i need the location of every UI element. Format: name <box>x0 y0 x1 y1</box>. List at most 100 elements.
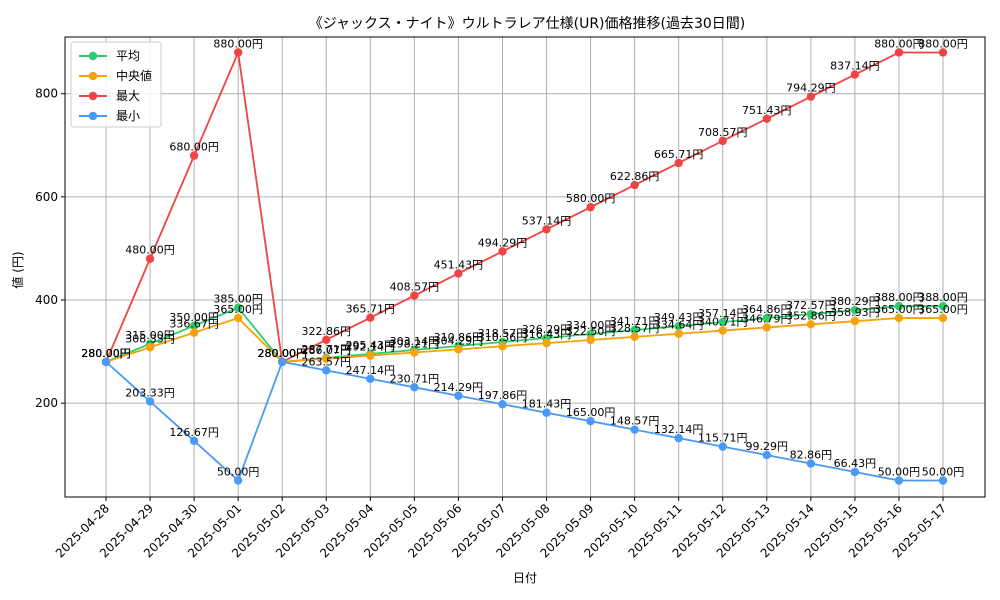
data-point <box>806 320 816 329</box>
data-point <box>674 329 683 338</box>
y-tick-label: 800 <box>35 87 58 101</box>
data-label: 837.14円 <box>830 60 880 73</box>
data-label: 148.57円 <box>610 415 660 428</box>
legend-swatch-marker <box>88 71 98 81</box>
data-label: 126.67円 <box>169 426 219 439</box>
series-group <box>101 48 948 485</box>
data-label: 680.00円 <box>169 141 219 154</box>
data-point <box>322 335 331 344</box>
data-point <box>850 467 860 477</box>
data-label: 280.00円 <box>81 347 131 360</box>
data-point <box>674 158 683 168</box>
y-tick-label: 200 <box>35 396 58 410</box>
data-label: 751.43円 <box>742 104 792 117</box>
data-point <box>233 476 243 485</box>
series-line <box>105 360 943 483</box>
legend-label: 最大 <box>116 89 140 103</box>
legend-box <box>70 41 162 128</box>
data-label: 451.43円 <box>434 258 484 271</box>
data-label: 350.00円 <box>169 311 219 324</box>
data-label: 352.86円 <box>786 309 836 322</box>
data-label: 295.43円 <box>346 339 396 352</box>
data-point <box>145 254 155 263</box>
data-label: 346.79円 <box>742 312 792 325</box>
data-label: 280.00円 <box>257 347 307 360</box>
data-point <box>630 425 639 434</box>
data-point <box>850 305 860 315</box>
data-label: 263.57円 <box>302 355 352 368</box>
data-point <box>322 354 331 363</box>
data-point <box>938 313 948 323</box>
chart-title: 《ジャックス・ナイト》ウルトラレア仕様(UR)価格推移(過去30日間) <box>309 16 746 32</box>
data-label: 336.67円 <box>169 318 219 331</box>
data-point <box>762 313 771 323</box>
data-point <box>233 303 243 312</box>
data-point <box>145 343 155 352</box>
data-point <box>366 351 375 360</box>
data-label: 349.43円 <box>654 311 704 324</box>
data-label: 132.14円 <box>654 423 704 436</box>
data-label: 880.00円 <box>874 37 924 50</box>
data-label: 197.86円 <box>478 389 528 402</box>
data-label: 358.93円 <box>830 306 880 319</box>
data-label: 372.57円 <box>786 299 836 312</box>
data-label: 494.29円 <box>478 236 528 249</box>
legend-label: 最小 <box>116 109 140 123</box>
data-point <box>189 328 199 337</box>
data-label: 203.33円 <box>125 386 175 399</box>
data-label: 322.86円 <box>302 325 352 338</box>
data-point <box>806 459 816 468</box>
data-label: 308.33円 <box>125 332 175 345</box>
data-point <box>454 391 463 400</box>
data-label: 364.86円 <box>742 303 792 316</box>
data-label: 286.07円 <box>302 344 352 357</box>
y-tick-label: 400 <box>35 293 58 307</box>
data-label: 280.00円 <box>257 347 307 360</box>
data-label: 181.43円 <box>522 398 572 411</box>
data-label: 298.21円 <box>390 337 440 350</box>
data-point <box>454 269 463 278</box>
data-label: 247.14円 <box>346 364 396 377</box>
legend-label: 中央値 <box>116 68 152 83</box>
data-label: 385.00円 <box>213 293 263 306</box>
y-axis-title: 値 (円) <box>10 251 25 288</box>
data-point <box>189 321 199 330</box>
data-point <box>454 345 463 354</box>
data-point <box>718 326 727 335</box>
data-point <box>410 348 419 357</box>
data-point <box>938 301 948 311</box>
data-point <box>366 374 375 384</box>
data-label: 365.00円 <box>918 303 968 316</box>
data-point <box>938 476 948 485</box>
data-label: 287.71円 <box>302 343 352 356</box>
gridlines <box>65 37 985 497</box>
data-label: 340.71円 <box>698 316 748 329</box>
data-label: 388.00円 <box>874 291 924 304</box>
data-point <box>762 323 771 332</box>
data-point <box>806 309 816 319</box>
series-line <box>105 317 943 363</box>
series-line <box>105 305 943 363</box>
data-label: 380.29円 <box>830 295 880 308</box>
data-label: 480.00円 <box>125 244 175 257</box>
data-point <box>806 92 816 101</box>
data-label: 280.00円 <box>81 347 131 360</box>
data-point <box>233 48 243 57</box>
data-label: 292.14円 <box>346 341 396 354</box>
data-label: 304.29円 <box>434 334 484 347</box>
data-label: 365.71円 <box>346 303 396 316</box>
series-line <box>105 49 943 364</box>
data-label: 310.36円 <box>478 331 528 344</box>
data-point <box>894 301 904 311</box>
data-point <box>278 357 287 367</box>
data-label: 365.00円 <box>213 303 263 316</box>
data-label: 322.50円 <box>566 325 616 338</box>
data-label: 303.14円 <box>390 335 440 348</box>
data-label: 315.00円 <box>125 329 175 342</box>
data-label: 334.00円 <box>566 319 616 332</box>
data-label: 280.00円 <box>257 347 307 360</box>
data-labels: 280.00円315.00円350.00円385.00円280.00円287.7… <box>81 37 968 478</box>
